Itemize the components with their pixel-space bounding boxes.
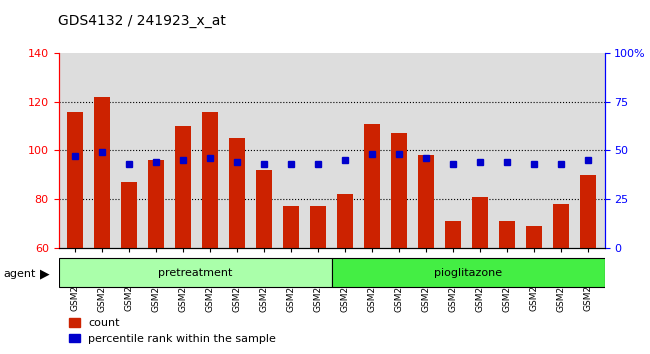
Bar <box>553 204 569 248</box>
Text: GDS4132 / 241923_x_at: GDS4132 / 241923_x_at <box>58 14 226 28</box>
Bar <box>526 226 542 248</box>
Legend: count, percentile rank within the sample: count, percentile rank within the sample <box>64 314 281 348</box>
Bar <box>94 97 110 248</box>
Bar <box>364 124 380 248</box>
Bar <box>121 182 137 248</box>
Text: pioglitazone: pioglitazone <box>434 268 502 278</box>
Bar <box>283 206 299 248</box>
FancyBboxPatch shape <box>332 258 604 287</box>
Text: pretreatment: pretreatment <box>158 268 232 278</box>
Bar <box>229 138 245 248</box>
Bar <box>418 155 434 248</box>
Text: agent: agent <box>3 269 36 279</box>
Bar <box>580 175 597 248</box>
Bar <box>337 194 353 248</box>
Bar <box>472 197 488 248</box>
Bar <box>256 170 272 248</box>
Text: ▶: ▶ <box>40 268 50 281</box>
FancyBboxPatch shape <box>58 258 332 287</box>
Bar <box>499 221 515 248</box>
Bar <box>391 133 407 248</box>
Bar <box>148 160 164 248</box>
Bar <box>445 221 462 248</box>
Bar <box>310 206 326 248</box>
Bar <box>175 126 191 248</box>
Bar <box>202 112 218 248</box>
Bar <box>66 112 83 248</box>
